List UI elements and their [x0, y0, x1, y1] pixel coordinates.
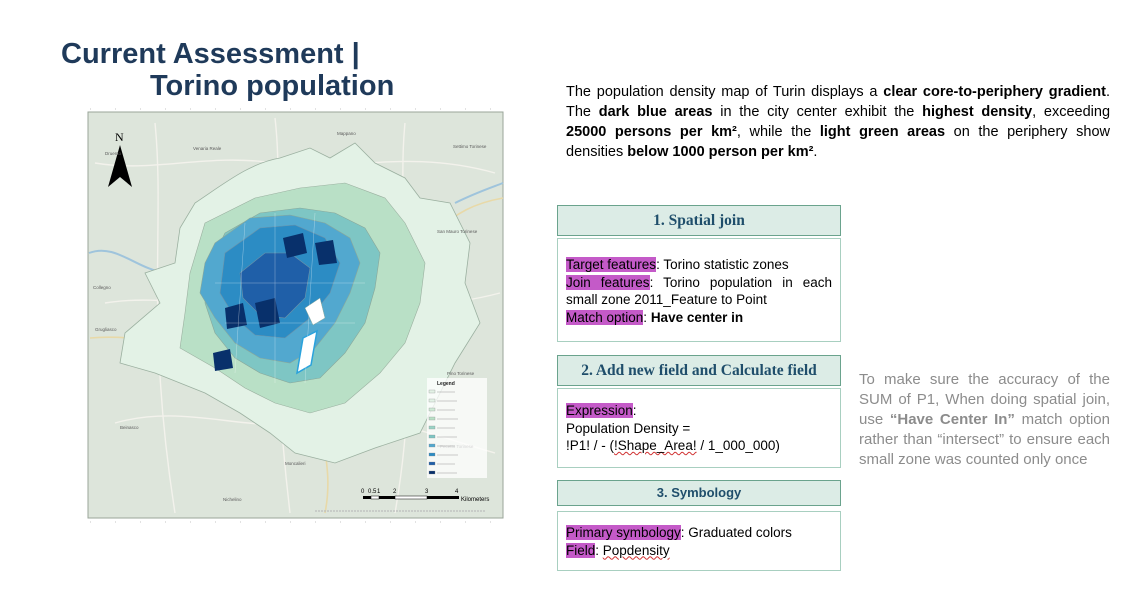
step2-expression: Expression:: [566, 403, 637, 418]
step3-field: Field: Popdensity: [566, 542, 670, 558]
page-title-line-2: Torino population: [150, 70, 395, 102]
place-label: Beinasco: [120, 425, 139, 430]
place-label: Pino Torinese: [447, 371, 475, 376]
place-label: Druento: [105, 151, 122, 156]
scale-tick: 3: [425, 489, 429, 495]
place-label: Settimo Torinese: [453, 144, 487, 149]
page-title-line-1: Current Assessment |: [61, 38, 360, 70]
step2-header: 2. Add new field and Calculate field: [557, 355, 841, 386]
place-label: Collegno: [93, 285, 111, 290]
scale-tick: 1: [377, 489, 381, 495]
step1-header: 1. Spatial join: [557, 205, 841, 236]
place-label: Venaria Reale: [193, 146, 222, 151]
legend-title: Legend: [437, 381, 455, 387]
scale-tick: 2: [393, 489, 397, 495]
step2-formula-line2: !P1! / - (!Shape_Area! / 1_000_000): [566, 438, 780, 453]
intro-paragraph: The population density map of Turin disp…: [566, 84, 1111, 160]
accuracy-note: To make sure the accuracy of the SUM of …: [859, 371, 1110, 468]
scale-unit: Kilometers: [461, 497, 489, 503]
step1-join: Join features: Torino population in each…: [566, 274, 832, 307]
step1-match: Match option: Have center in: [566, 309, 744, 325]
place-label: Grugliasco: [95, 327, 117, 332]
place-label: Nichelino: [223, 497, 242, 502]
north-label: N: [115, 130, 124, 144]
step2-formula-line1: Population Density =: [566, 420, 691, 436]
scale-tick: 0.5: [368, 489, 377, 495]
place-label: Moncalieri: [285, 461, 306, 466]
step3-primary: Primary symbology: Graduated colors: [566, 525, 792, 540]
scale-bar: 0 0.5 1 2 3 4 Kilometers: [361, 489, 489, 503]
place-label: San Mauro Torinese: [437, 229, 478, 234]
map-legend: Legend: [427, 378, 487, 478]
scale-tick: 4: [455, 489, 459, 495]
step1-target: Target features: Torino statistic zones: [566, 257, 789, 272]
population-density-map: N Druento Venaria Reale Mappano Settimo …: [75, 103, 516, 527]
scale-tick: 0: [361, 489, 365, 495]
step1-box: Target features: Torino statistic zones …: [557, 238, 841, 342]
step3-header: 3. Symbology: [557, 480, 841, 506]
north-arrow-icon: N: [108, 130, 132, 187]
place-label: Mappano: [337, 131, 356, 136]
step3-box: Primary symbology: Graduated colors Fiel…: [557, 511, 841, 571]
step2-box: Expression: Population Density = !P1! / …: [557, 388, 841, 468]
